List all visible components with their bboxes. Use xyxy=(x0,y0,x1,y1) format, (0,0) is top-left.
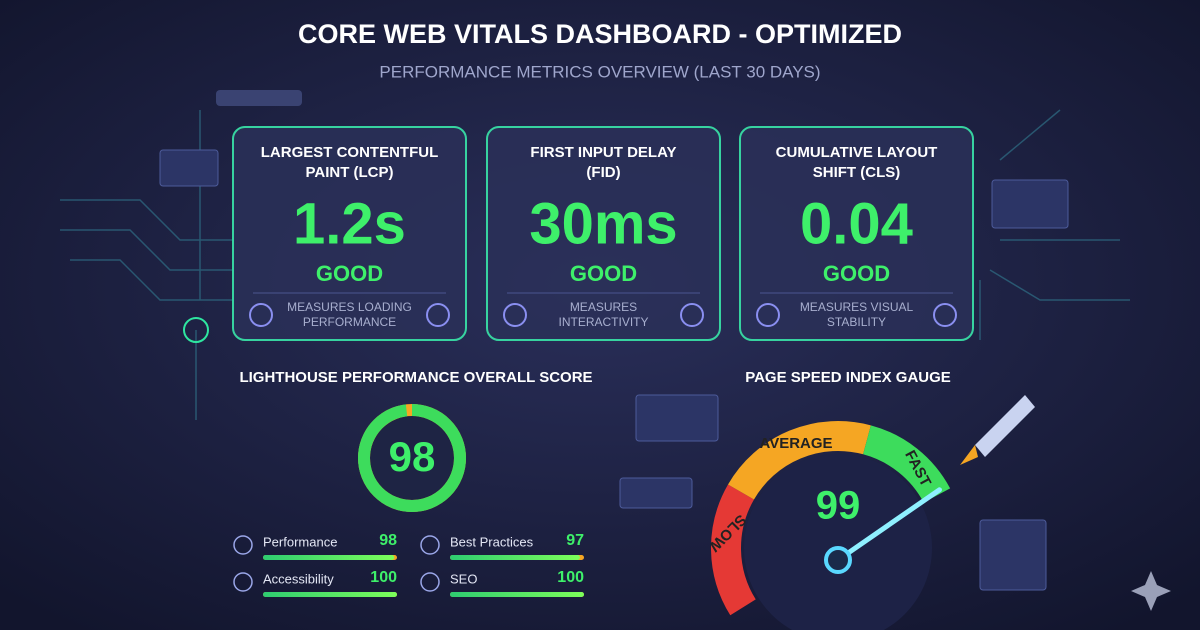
gauge-zone xyxy=(862,425,951,503)
code-window xyxy=(619,477,693,509)
code-window xyxy=(159,149,219,187)
card-icon xyxy=(426,303,450,327)
category-icon xyxy=(420,572,440,592)
card-description: MEASURES VISUAL xyxy=(800,300,914,314)
metric-card xyxy=(232,126,467,341)
metric-card xyxy=(486,126,721,341)
gauge-hub xyxy=(824,546,852,574)
card-title: FIRST INPUT DELAY xyxy=(530,144,676,161)
gauge-face xyxy=(744,454,932,630)
category-value: 100 xyxy=(370,569,397,586)
score-bar xyxy=(263,592,397,597)
card-title: CUMULATIVE LAYOUT xyxy=(776,144,938,161)
gauge-value: 99 xyxy=(816,484,861,528)
rocket-flame xyxy=(960,445,978,465)
gauge-zone xyxy=(728,421,871,500)
card-status: GOOD xyxy=(316,261,383,286)
score-ring xyxy=(358,404,466,512)
score-bar xyxy=(450,555,580,560)
subtitle: PERFORMANCE METRICS OVERVIEW (LAST 30 DA… xyxy=(379,62,820,81)
card-status: GOOD xyxy=(823,261,890,286)
category-label: Accessibility xyxy=(263,571,334,586)
category-icon xyxy=(233,572,253,592)
metric-card xyxy=(739,126,974,341)
card-title: LARGEST CONTENTFUL xyxy=(261,144,439,161)
card-value: 1.2s xyxy=(293,191,406,256)
code-window xyxy=(979,519,1047,591)
score-value: 98 xyxy=(389,433,436,480)
gauge-zone xyxy=(711,484,756,616)
title: CORE WEB VITALS DASHBOARD - OPTIMIZED xyxy=(298,19,902,49)
card-description: PERFORMANCE xyxy=(303,315,396,329)
card-icon xyxy=(756,303,780,327)
category-label: Performance xyxy=(263,534,337,549)
card-icon xyxy=(933,303,957,327)
circuit-lines xyxy=(60,109,1130,420)
category-label: Best Practices xyxy=(450,534,534,549)
card-title: (FID) xyxy=(586,164,620,181)
score-bar xyxy=(263,555,395,560)
card-value: 30ms xyxy=(529,191,677,256)
sparkle xyxy=(1131,571,1171,611)
code-window xyxy=(635,394,719,442)
section-title: LIGHTHOUSE PERFORMANCE OVERALL SCORE xyxy=(239,369,592,386)
section-title: PAGE SPEED INDEX GAUGE xyxy=(745,369,951,386)
card-description: INTERACTIVITY xyxy=(558,315,648,329)
card-icon xyxy=(249,303,273,327)
code-window xyxy=(991,179,1069,229)
gauge-needle xyxy=(835,487,942,563)
score-bar xyxy=(450,592,584,597)
icon xyxy=(183,317,209,343)
category-value: 100 xyxy=(557,569,584,586)
category-value: 97 xyxy=(566,532,584,549)
window-bar xyxy=(216,90,302,106)
rocket xyxy=(975,395,1035,457)
card-description: MEASURES xyxy=(570,300,637,314)
card-status: GOOD xyxy=(570,261,637,286)
category-value: 98 xyxy=(379,532,397,549)
card-icon xyxy=(680,303,704,327)
card-description: MEASURES LOADING xyxy=(287,300,412,314)
card-title: SHIFT (CLS) xyxy=(813,164,901,181)
category-icon xyxy=(420,535,440,555)
category-label: SEO xyxy=(450,571,477,586)
card-icon xyxy=(503,303,527,327)
card-description: STABILITY xyxy=(827,315,886,329)
gauge-zone-label: AVERAGE xyxy=(760,435,833,452)
card-title: PAINT (LCP) xyxy=(305,164,393,181)
card-value: 0.04 xyxy=(800,191,913,256)
category-icon xyxy=(233,535,253,555)
